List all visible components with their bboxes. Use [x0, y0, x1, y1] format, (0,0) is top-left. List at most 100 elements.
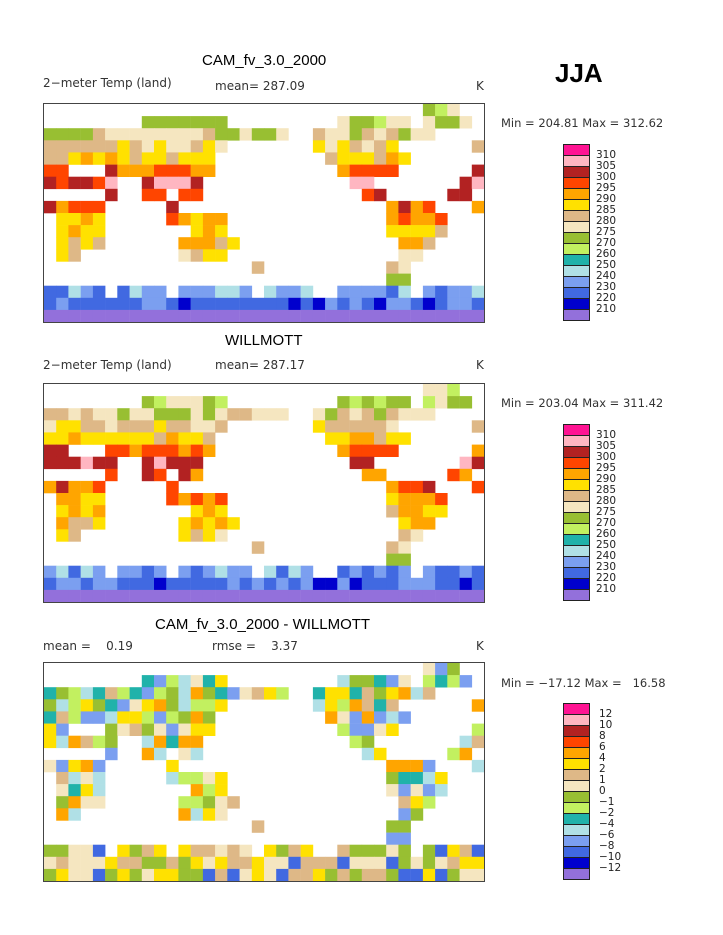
land-cell: [56, 200, 69, 214]
land-cell: [447, 856, 460, 870]
land-cell: [105, 408, 118, 421]
land-cell: [337, 723, 350, 736]
land-cell: [374, 747, 387, 761]
land-cell: [68, 589, 81, 602]
land-cell: [361, 844, 375, 858]
land-cell: [178, 237, 191, 250]
land-cell: [80, 140, 94, 153]
legend-level-label: −1: [599, 796, 615, 808]
land-cell: [386, 261, 399, 274]
land-cell: [68, 699, 81, 712]
land-cell: [166, 735, 179, 749]
land-cell: [386, 200, 399, 214]
legend-level-label: 230: [596, 561, 617, 573]
land-cell: [288, 309, 301, 322]
land-cell: [56, 237, 69, 250]
land-cell: [422, 796, 436, 809]
legend-swatch: [563, 288, 590, 299]
land-cell: [337, 116, 350, 129]
land-cell: [190, 396, 204, 409]
land-cell: [190, 808, 204, 821]
land-cell: [141, 589, 155, 602]
land-cell: [190, 505, 204, 518]
land-cell: [202, 796, 216, 809]
land-cell: [215, 577, 228, 591]
land-cell: [178, 796, 191, 809]
land-cell: [166, 444, 179, 457]
land-cell: [422, 505, 436, 518]
land-cell: [410, 128, 424, 141]
land-cell: [459, 297, 473, 311]
land-cell: [422, 128, 436, 141]
land-cell: [422, 237, 436, 250]
land-cell: [105, 589, 118, 602]
land-cell: [215, 140, 228, 153]
land-cell: [239, 844, 253, 858]
land-cell: [471, 297, 484, 311]
land-cell: [92, 589, 106, 602]
land-cell: [44, 759, 57, 773]
land-cell: [141, 711, 155, 724]
land-cell: [398, 808, 411, 821]
land-cell: [202, 297, 216, 311]
land-cell: [105, 140, 118, 153]
land-cell: [178, 772, 191, 785]
land-cell: [68, 772, 81, 785]
land-cell: [337, 128, 350, 141]
land-cell: [80, 408, 94, 421]
land-cell: [129, 432, 143, 445]
land-cell: [166, 456, 179, 470]
land-cell: [422, 200, 436, 214]
season-label: JJA: [555, 58, 603, 88]
land-cell: [117, 164, 130, 177]
land-cell: [129, 420, 143, 433]
land-cell: [215, 699, 228, 712]
land-cell: [422, 868, 436, 881]
land-cell: [92, 408, 106, 421]
legend-swatch: [563, 502, 590, 513]
land-cell: [178, 213, 191, 226]
land-cell: [398, 261, 411, 274]
land-cell: [264, 844, 277, 858]
land-cell: [154, 856, 167, 870]
land-cell: [410, 868, 424, 881]
land-cell: [337, 140, 350, 153]
land-cell: [56, 249, 69, 262]
land-cell: [154, 687, 167, 700]
land-cell: [190, 188, 204, 202]
legend-level-label: 0: [599, 785, 606, 797]
legend-swatch: [563, 447, 590, 458]
legend-level-label: 275: [596, 506, 617, 518]
land-cell: [92, 735, 106, 749]
land-cell: [68, 784, 81, 797]
land-cell: [410, 480, 424, 494]
legend-swatch: [563, 557, 590, 568]
legend-swatch: [563, 178, 590, 189]
land-cell: [166, 116, 179, 129]
legend-swatch: [563, 759, 590, 770]
land-cell: [435, 309, 448, 322]
land-cell: [264, 297, 277, 311]
land-cell: [398, 844, 411, 858]
land-cell: [154, 711, 167, 724]
land-cell: [312, 868, 326, 881]
land-cell: [178, 699, 191, 712]
land-cell: [422, 687, 436, 700]
land-cell: [92, 456, 106, 470]
land-cell: [374, 468, 387, 482]
land-cell: [190, 213, 204, 226]
land-cell: [276, 408, 289, 421]
land-cell: [435, 772, 448, 785]
land-cell: [227, 517, 240, 530]
land-cell: [386, 297, 399, 311]
land-cell: [56, 480, 69, 494]
land-cell: [202, 213, 216, 226]
land-cell: [398, 796, 411, 809]
land-cell: [459, 675, 473, 688]
legend-level-label: 290: [596, 193, 617, 205]
legend-swatch: [563, 590, 590, 601]
land-cell: [361, 396, 375, 409]
land-cell: [80, 213, 94, 226]
legend-level-label: 4: [599, 752, 606, 764]
land-cell: [349, 432, 363, 445]
